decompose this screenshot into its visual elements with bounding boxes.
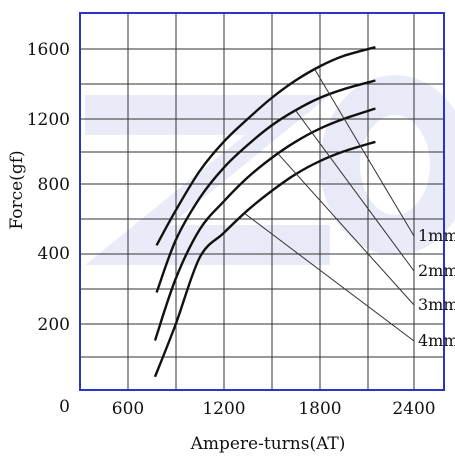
plot-frame: [79, 12, 445, 391]
legend-label-2mm: 2mm: [418, 261, 455, 280]
legend-label-3mm: 3mm: [418, 295, 455, 314]
leader-line-2mm: [295, 110, 415, 272]
x-tick-label-2400: 2400: [392, 399, 435, 419]
watermark-logo: [85, 75, 455, 265]
series-line-2mm: [155, 79, 376, 293]
x-tick-label-1800: 1800: [298, 399, 341, 419]
y-tick-label-1200: 1200: [27, 110, 70, 130]
x-tick-labels: 600 1200 1800 2400: [112, 399, 436, 419]
y-tick-label-200: 200: [38, 315, 70, 335]
legend-label-4mm: 4mm: [418, 331, 455, 350]
x-axis-title: Ampere-turns(AT): [190, 434, 346, 454]
legend-label-1mm: 1mm: [418, 226, 455, 245]
y-tick-label-400: 400: [38, 244, 70, 264]
y-tick-labels: 200 400 800 1200 1600 0: [27, 40, 70, 417]
x-tick-label-600: 600: [112, 399, 144, 419]
grid-lines: [80, 13, 444, 390]
legend-leader-lines: [244, 69, 415, 342]
leader-line-1mm: [314, 69, 415, 237]
origin-label: 0: [59, 397, 70, 417]
series-line-4mm: [153, 140, 376, 378]
x-tick-label-1200: 1200: [202, 399, 245, 419]
series-line-3mm: [153, 107, 376, 341]
y-tick-label-800: 800: [38, 175, 70, 195]
series-curves: [153, 46, 376, 378]
legend: 1mm 2mm 3mm 4mm: [418, 226, 455, 350]
y-axis-title: Force(gf): [7, 150, 27, 229]
leader-line-4mm: [244, 212, 415, 342]
series-line-1mm: [155, 46, 376, 246]
leader-line-3mm: [277, 153, 415, 306]
y-tick-label-1600: 1600: [27, 40, 70, 60]
